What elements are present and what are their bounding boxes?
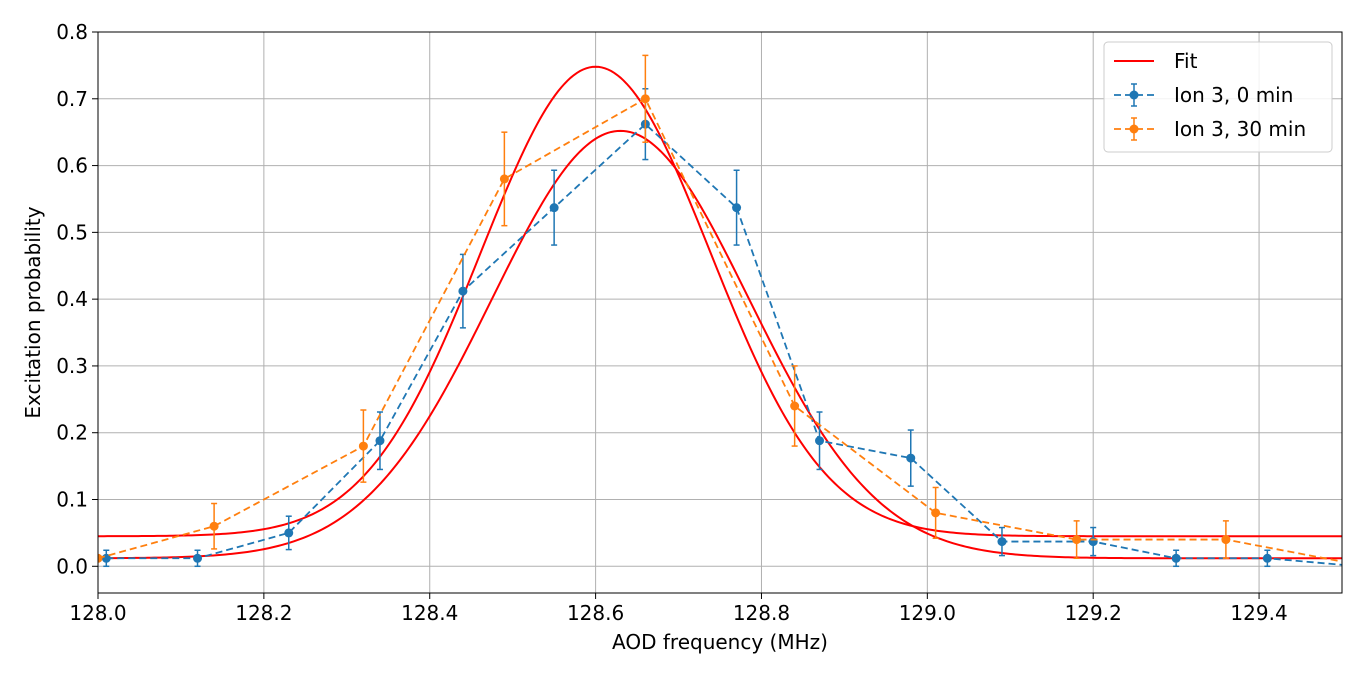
x-axis-label: AOD frequency (MHz) — [612, 630, 828, 654]
fit-line — [98, 129, 1342, 560]
x-tick-label: 129.2 — [1065, 601, 1122, 625]
plot-area — [98, 54, 1366, 571]
data-point — [1072, 535, 1082, 545]
data-point — [1221, 535, 1231, 545]
legend-label: Ion 3, 0 min — [1174, 83, 1293, 107]
series-line — [106, 122, 1342, 566]
x-tick-label: 129.4 — [1230, 601, 1287, 625]
legend-marker — [1129, 90, 1139, 100]
x-axis: 128.0 128.2 128.4 128.6 128.8 129.0 129.2 129.4 — [69, 593, 1288, 625]
y-axis-label: Excitation probability — [21, 206, 45, 418]
data-point — [458, 286, 468, 296]
data-point — [815, 436, 825, 446]
series-line — [98, 97, 1342, 563]
data-point — [1262, 553, 1272, 563]
legend: Fit Ion 3, 0 min Ion 3, 30 min — [1103, 41, 1333, 153]
y-tick-label: 0.3 — [56, 354, 88, 378]
legend-label: Fit — [1174, 49, 1198, 73]
data-point — [640, 94, 650, 104]
data-point — [1088, 537, 1098, 547]
x-tick-label: 129.0 — [899, 601, 956, 625]
legend-label: Ion 3, 30 min — [1174, 117, 1306, 141]
x-tick-label: 128.2 — [235, 601, 292, 625]
y-tick-label: 0.8 — [56, 20, 88, 44]
data-point — [549, 203, 559, 213]
x-tick-label: 128.6 — [567, 601, 624, 625]
data-point — [1171, 553, 1181, 563]
legend-marker — [1129, 124, 1139, 134]
data-point — [209, 521, 219, 531]
x-tick-label: 128.8 — [733, 601, 790, 625]
data-point — [906, 453, 916, 463]
data-point — [193, 553, 203, 563]
data-point — [790, 401, 800, 411]
fit-line — [98, 65, 1342, 538]
y-tick-label: 0.6 — [56, 154, 88, 178]
y-tick-label: 0.1 — [56, 488, 88, 512]
y-tick-label: 0.5 — [56, 220, 88, 244]
data-point — [931, 508, 941, 518]
data-point — [1354, 562, 1363, 571]
y-tick-label: 0.7 — [56, 87, 88, 111]
legend-box — [1103, 41, 1333, 153]
plot-content — [98, 54, 1366, 571]
data-point — [732, 203, 742, 213]
x-tick-label: 128.4 — [401, 601, 458, 625]
data-point — [1362, 562, 1366, 571]
y-axis: 0.0 0.1 0.2 0.3 0.4 0.5 0.6 0.7 0.8 — [56, 20, 98, 578]
y-tick-label: 0.0 — [56, 554, 88, 578]
data-point — [98, 553, 103, 563]
data-point — [284, 528, 294, 538]
data-point — [375, 436, 385, 446]
axes-frame — [97, 31, 1343, 594]
y-tick-label: 0.2 — [56, 421, 88, 445]
data-point — [997, 537, 1007, 547]
data-point — [358, 441, 368, 451]
data-point — [499, 174, 509, 184]
y-tick-label: 0.4 — [56, 287, 88, 311]
x-tick-label: 128.0 — [69, 601, 126, 625]
